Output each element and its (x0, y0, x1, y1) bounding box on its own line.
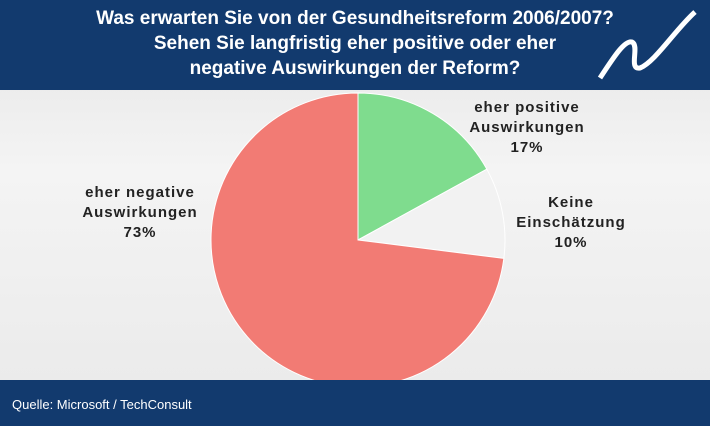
category-label: eher negative Auswirkungen (82, 184, 198, 221)
logo (597, 10, 697, 80)
pie-slice (357, 92, 488, 241)
pie-slice (210, 92, 505, 388)
value-label: 73% (123, 224, 157, 241)
chart-title: Sehen Sie langfristig eher positive oder… (153, 33, 557, 54)
logo-swoosh (597, 10, 697, 80)
slice-label: eher positive Auswirkungen 17% (452, 98, 602, 158)
category-label: Keine Einschätzung (516, 194, 626, 231)
source: Quelle: Microsoft / TechConsult (12, 397, 192, 412)
chart-title: negative Auswirkungen der Reform? (189, 58, 521, 79)
value-label: 17% (510, 139, 544, 156)
chart-title: Was erwarten Sie von der Gesundheitsrefo… (96, 8, 614, 29)
footer: Quelle: Microsoft / TechConsult (0, 380, 710, 426)
slice-label: Keine Einschätzung 10% (506, 193, 636, 253)
pie-slice (356, 168, 506, 259)
value-label: 10% (554, 234, 588, 251)
header: Was erwarten Sie von der Gesundheitsrefo… (0, 0, 710, 90)
slice-label: eher negative Auswirkungen 73% (65, 183, 215, 243)
category-label: eher positive Auswirkungen (469, 99, 585, 136)
